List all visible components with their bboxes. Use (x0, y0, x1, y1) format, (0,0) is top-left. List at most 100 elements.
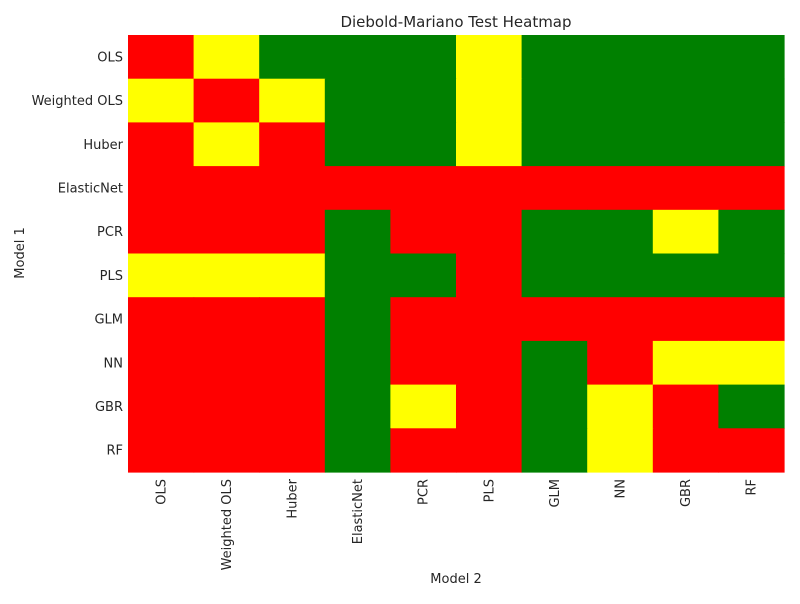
y-tick-label: GBR (95, 400, 123, 415)
heatmap-cell (652, 428, 719, 473)
heatmap-cell (456, 340, 523, 386)
y-tick-label: PLS (100, 269, 123, 284)
heatmap-cell (587, 166, 654, 211)
x-tick-label: NN (614, 479, 629, 498)
heatmap-cell (718, 253, 785, 298)
x-tick-label: PCR (417, 479, 432, 505)
y-tick-label: PCR (97, 225, 123, 240)
heatmap-cell (259, 35, 326, 80)
heatmap-cell (587, 35, 654, 80)
heatmap-cell (324, 35, 391, 80)
heatmap-cell (259, 297, 326, 342)
heatmap-cell (259, 384, 326, 429)
heatmap-cell (521, 428, 588, 473)
heatmap-cell (193, 253, 260, 298)
heatmap-cell (521, 340, 588, 386)
y-tick-label: OLS (97, 50, 123, 65)
heatmap-cell (193, 297, 260, 342)
heatmap-cell (521, 253, 588, 298)
heatmap-cell (718, 340, 785, 386)
heatmap-cell (259, 209, 326, 255)
heatmap-cell (390, 122, 457, 167)
heatmap-cell (193, 122, 260, 167)
heatmap-cell (259, 78, 326, 123)
heatmap-cell (128, 209, 195, 255)
heatmap-cell (587, 122, 654, 167)
y-tick-label: RF (106, 444, 123, 459)
heatmap-cell (521, 297, 588, 342)
heatmap-cell (193, 78, 260, 123)
heatmap-cell (193, 209, 260, 255)
heatmap-cell (193, 384, 260, 429)
heatmap-cell (456, 166, 523, 211)
x-tick-label: GLM (548, 479, 563, 508)
y-tick-label: Weighted OLS (32, 94, 123, 109)
heatmap-cell (390, 209, 457, 255)
heatmap-cell (259, 253, 326, 298)
heatmap-cell (587, 297, 654, 342)
heatmap-cell (718, 122, 785, 167)
heatmap-cell (324, 384, 391, 429)
heatmap-cell (390, 297, 457, 342)
y-tick-label: GLM (94, 313, 123, 328)
heatmap-cell (128, 166, 195, 211)
heatmap-cell (193, 428, 260, 473)
heatmap-cell (652, 209, 719, 255)
heatmap-cell (324, 428, 391, 473)
heatmap-cell (390, 384, 457, 429)
heatmap-cell (390, 78, 457, 123)
heatmap-cell (193, 166, 260, 211)
heatmap-cell (718, 78, 785, 123)
heatmap-cell (587, 428, 654, 473)
y-tick-label: ElasticNet (58, 181, 123, 196)
heatmap-cell (718, 297, 785, 342)
heatmap-cell (128, 35, 195, 80)
heatmap-cell (521, 209, 588, 255)
heatmap-cell (128, 122, 195, 167)
heatmap-cell (128, 428, 195, 473)
x-tick-label: ElasticNet (351, 479, 366, 544)
heatmap-cell (587, 340, 654, 386)
heatmap-cell (193, 340, 260, 386)
chart-title: Diebold-Mariano Test Heatmap (340, 13, 571, 31)
heatmap-cell (324, 166, 391, 211)
heatmap-cell (324, 209, 391, 255)
heatmap-cell (128, 297, 195, 342)
heatmap-cell (390, 340, 457, 386)
heatmap-cell (456, 122, 523, 167)
heatmap-cell (456, 78, 523, 123)
heatmap-cell (259, 340, 326, 386)
heatmap-cell (128, 384, 195, 429)
heatmap-cell (390, 166, 457, 211)
heatmap-cell (652, 253, 719, 298)
heatmap-cell (456, 253, 523, 298)
heatmap-cell (324, 297, 391, 342)
heatmap-cell (128, 253, 195, 298)
x-tick-label: GBR (679, 479, 694, 507)
heatmap-cell (587, 384, 654, 429)
heatmap-cell (456, 384, 523, 429)
heatmap-cell (390, 35, 457, 80)
heatmap-cell (259, 428, 326, 473)
heatmap-cell (718, 428, 785, 473)
heatmap-cell (324, 78, 391, 123)
x-axis-label: Model 2 (430, 572, 481, 587)
heatmap-cell (521, 166, 588, 211)
y-tick-label: NN (104, 356, 123, 371)
heatmap-cell (652, 166, 719, 211)
x-tick-label: PLS (482, 479, 497, 502)
heatmap-cell (324, 122, 391, 167)
heatmap-cell (521, 78, 588, 123)
heatmap-cell (718, 166, 785, 211)
y-tick-labels: OLS Weighted OLS Huber ElasticNet PCR PLS GLM N… (32, 50, 124, 458)
heatmap-cells (128, 35, 785, 473)
x-tick-label: OLS (154, 479, 169, 505)
heatmap-cell (259, 166, 326, 211)
heatmap-cell (652, 35, 719, 80)
heatmap-cell (718, 384, 785, 429)
heatmap-cell (521, 35, 588, 80)
heatmap-cell (128, 78, 195, 123)
y-axis-label: Model 1 (13, 227, 28, 278)
x-tick-label: Weighted OLS (220, 479, 235, 570)
